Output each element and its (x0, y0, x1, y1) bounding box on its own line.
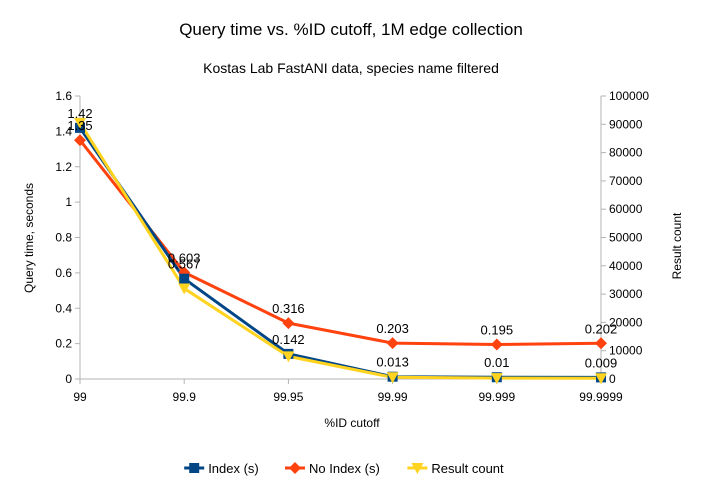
data-label: 1.35 (67, 118, 92, 133)
y-tick-label: 0.8 (55, 231, 72, 245)
data-label: 0.01 (484, 355, 509, 370)
y2-tick-label: 80000 (609, 146, 643, 160)
chart-title: Query time vs. %ID cutoff, 1M edge colle… (179, 20, 523, 39)
y2-tick-label: 70000 (609, 174, 643, 188)
y-tick-label: 0.6 (55, 266, 72, 280)
y2-tick-label: 10000 (609, 344, 643, 358)
x-axis-title: %ID cutoff (324, 416, 380, 430)
series-line (78, 122, 602, 380)
y2-tick-label: 60000 (609, 202, 643, 216)
data-labels: 1.42 0.567 0.142 0.013 0.01 0.009 1.35 0.603 0.3… (67, 106, 617, 371)
data-label: 1.42 (67, 106, 92, 121)
series-lines (78, 122, 602, 380)
legend-label: Result count (431, 461, 504, 476)
x-tick-label: 99.9999 (579, 390, 623, 404)
data-point (178, 283, 191, 295)
series-line (78, 126, 602, 379)
axes: 0 0.2 0.4 0.6 0.8 1 1.2 1.4 1.6 0 10000 20000 30000 4… (55, 89, 649, 404)
y-tick-label: 1 (65, 195, 72, 209)
series-line (78, 139, 602, 347)
data-point (490, 373, 503, 385)
y-tick-label: 1.4 (55, 124, 72, 138)
data-point (490, 338, 503, 351)
data-label: 0.009 (585, 355, 618, 370)
y2-tick-label: 30000 (609, 287, 643, 301)
data-point (74, 117, 86, 129)
series-markers (74, 117, 607, 385)
data-point (179, 273, 190, 284)
legend-marker (289, 462, 301, 474)
y-tick-label: 0 (65, 372, 72, 386)
y2-tick-label: 20000 (609, 315, 643, 329)
x-tick-label: 99 (73, 390, 87, 404)
y2-tick-label: 90000 (609, 117, 643, 131)
legend-marker (411, 463, 424, 474)
legend-label: No Index (s) (309, 461, 380, 476)
y-tick-label: 0.2 (55, 337, 72, 351)
y2-tick-label: 50000 (609, 231, 643, 245)
data-label: 0.013 (376, 355, 409, 370)
data-label: 0.203 (376, 321, 409, 336)
data-point (282, 351, 295, 363)
x-tick-label: 99.999 (478, 390, 515, 404)
data-point (386, 337, 399, 350)
data-point (595, 337, 607, 350)
data-label: 0.603 (168, 250, 201, 265)
y-tick-label: 0.4 (55, 301, 72, 315)
data-label: 0.567 (168, 257, 201, 272)
x-tick-label: 99.95 (273, 390, 303, 404)
chart-subtitle: Kostas Lab FastANI data, species name fi… (203, 60, 499, 76)
legend-marker (189, 463, 200, 473)
y2-tick-label: 100000 (609, 89, 649, 103)
data-point (386, 372, 399, 384)
x-tick-label: 99.99 (378, 390, 408, 404)
data-label: 0.316 (272, 301, 305, 316)
legend: Index (s) No Index (s) Result count (184, 461, 504, 476)
y-tick-label: 1.6 (55, 89, 72, 103)
y-axis-title: Query time, seconds (22, 183, 36, 293)
x-tick-label: 99.9 (173, 390, 197, 404)
y2-tick-label: 0 (609, 372, 616, 386)
data-point (74, 134, 86, 147)
legend-label: Index (s) (208, 461, 259, 476)
data-label: 0.142 (272, 332, 305, 347)
data-point (595, 373, 607, 385)
data-label: 0.202 (585, 321, 618, 336)
data-point (282, 317, 295, 330)
data-label: 0.195 (481, 323, 514, 338)
y-tick-label: 1.2 (55, 160, 72, 174)
y2-axis-title: Result count (670, 212, 684, 279)
y2-tick-label: 40000 (609, 259, 643, 273)
